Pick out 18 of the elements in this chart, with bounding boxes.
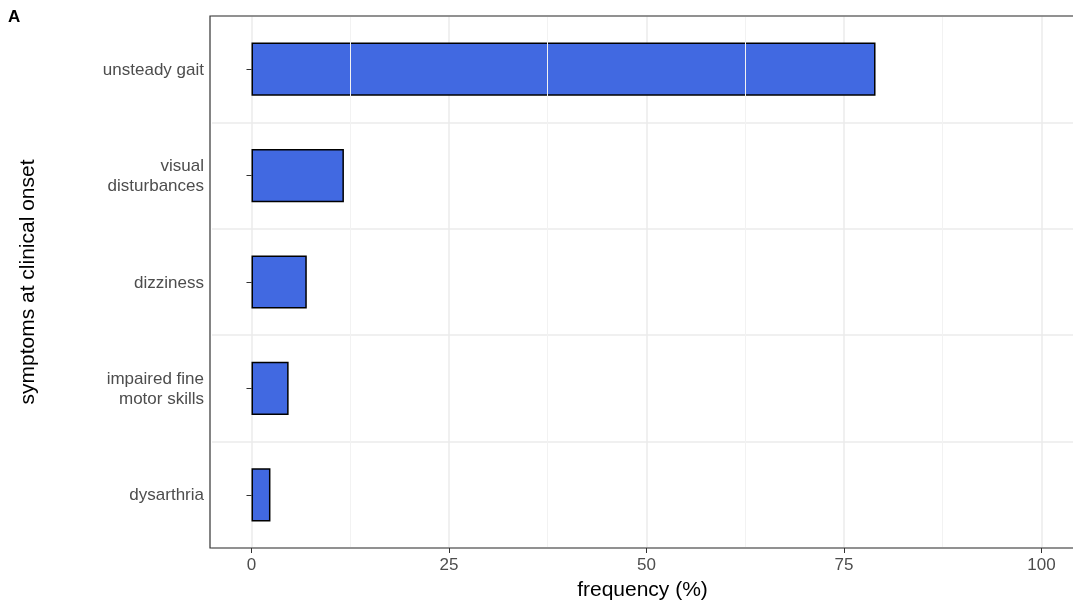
- x-axis-title: frequency (%): [577, 577, 708, 600]
- x-tick-label: 75: [834, 555, 854, 574]
- x-tick-label: 0: [246, 555, 257, 574]
- y-tick-label: impaired fine motor skills: [106, 368, 204, 408]
- bar: [251, 361, 289, 415]
- bar: [251, 255, 307, 309]
- y-tick-label: unsteady gait: [102, 59, 205, 79]
- y-axis-title: symptoms at clinical onset: [15, 159, 38, 405]
- x-tick-label: 100: [1027, 555, 1056, 574]
- x-tick-label: 25: [439, 555, 459, 574]
- x-tick-label: 50: [636, 555, 656, 574]
- bar: [251, 42, 876, 96]
- text: A: [8, 7, 21, 26]
- y-tick-label: dysarthria: [129, 485, 205, 505]
- y-tick-label: visual disturbances: [107, 156, 204, 196]
- bar: [251, 468, 271, 522]
- bar: [251, 149, 344, 203]
- y-tick-label: dizziness: [134, 272, 204, 292]
